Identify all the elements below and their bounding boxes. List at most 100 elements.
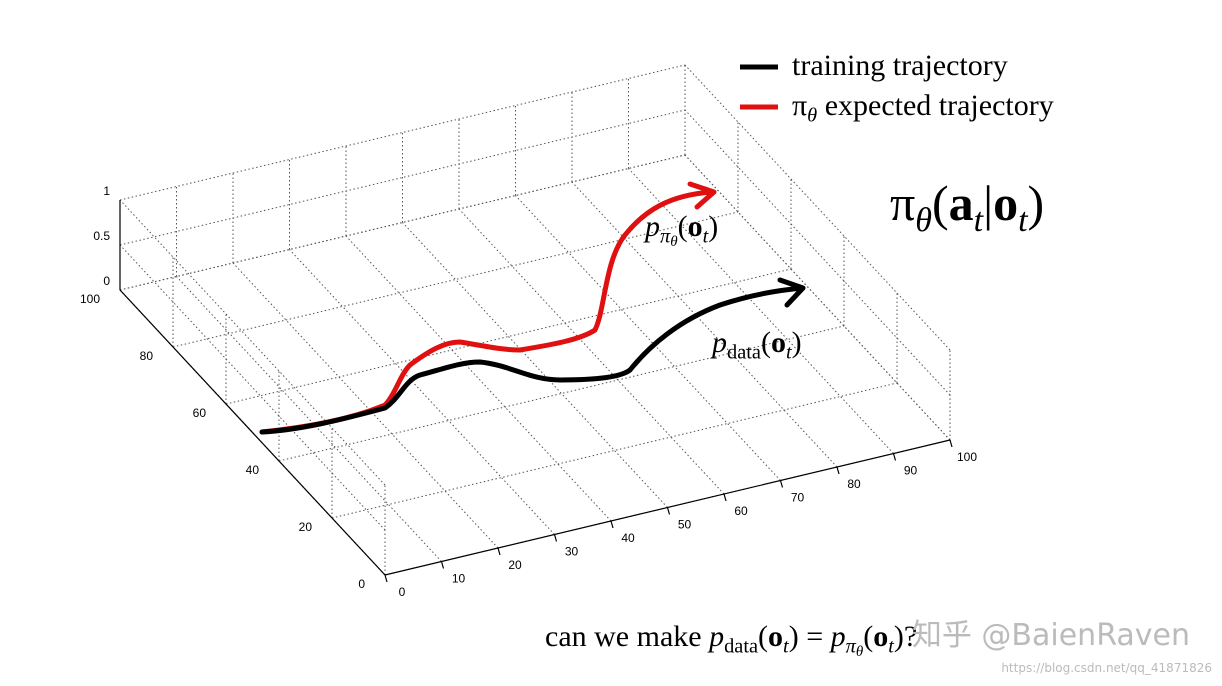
- text-part: ): [1028, 175, 1045, 231]
- text-part: θ: [856, 644, 864, 660]
- legend-label: training trajectory: [792, 49, 1008, 82]
- annotation: pdata(ot): [710, 326, 802, 364]
- text-part: t: [974, 202, 985, 239]
- x-tick-label: 0: [399, 585, 406, 599]
- annotation: pπθ(ot): [643, 210, 718, 250]
- grid-line: [232, 262, 499, 549]
- text-part: (: [678, 210, 688, 243]
- text-part: p: [643, 210, 660, 243]
- legend-label: πθ expected trajectory: [792, 89, 1054, 127]
- x-axis: [384, 439, 951, 576]
- grid-line: [458, 208, 725, 495]
- text-part: t: [888, 636, 895, 658]
- text-part: t: [786, 342, 793, 364]
- grid-line: [331, 382, 898, 519]
- text-part: )?: [894, 620, 917, 653]
- url: https://blog.csdn.net/qq_41871826: [1001, 661, 1212, 675]
- text-part: (: [758, 620, 768, 653]
- grid-line: [119, 244, 386, 531]
- x-tick-label: 30: [565, 545, 579, 559]
- text-part: t: [703, 226, 710, 248]
- y-tick-label: 80: [140, 349, 154, 363]
- text-part: (: [863, 620, 873, 653]
- text-part: data: [727, 342, 761, 364]
- y-tick-label: 0: [358, 577, 365, 591]
- x-tick-label: 40: [621, 531, 635, 545]
- grid-line: [684, 154, 951, 441]
- tick-mark: [723, 493, 727, 502]
- text-part: π: [890, 175, 915, 231]
- z-tick-label: 0.5: [93, 229, 110, 243]
- grid-line: [119, 109, 686, 246]
- grid-line: [172, 211, 739, 348]
- x-tick-label: 80: [847, 477, 861, 491]
- text-part: ): [792, 326, 802, 359]
- text-part: o: [771, 326, 786, 359]
- y-axis: [119, 289, 386, 576]
- trajectories: [259, 181, 806, 435]
- grid-line: [684, 64, 951, 351]
- text-part: ): [789, 620, 799, 653]
- text-part: t: [1018, 202, 1029, 239]
- watermark: 知乎 @BaienRaven: [912, 618, 1190, 653]
- legend: training trajectory πθ expected trajecto…: [740, 49, 1054, 127]
- y-tick-label: 60: [193, 406, 207, 420]
- text-part: θ: [807, 105, 817, 127]
- grid-line: [225, 268, 792, 405]
- x-tick-label: 60: [734, 504, 748, 518]
- text-part: π: [846, 636, 857, 658]
- text-part: t: [783, 636, 790, 658]
- x-tick-label: 90: [904, 464, 918, 478]
- text-part: |: [983, 175, 993, 231]
- grid-line: [515, 195, 781, 481]
- x-tick-label: 100: [957, 450, 977, 464]
- grid-line: [176, 276, 442, 562]
- text-part: data: [724, 636, 758, 658]
- x-tick-label: 70: [791, 491, 805, 505]
- grid-line: [119, 154, 686, 291]
- text-part: p: [707, 620, 724, 653]
- text-part: π: [660, 226, 671, 248]
- grid-line: [571, 181, 838, 468]
- grid-line: [119, 64, 686, 201]
- text-part: a: [949, 175, 974, 231]
- text-part: θ: [670, 234, 678, 250]
- text-part: π: [792, 89, 807, 122]
- x-tick-label: 10: [452, 572, 466, 586]
- text-part: ): [708, 210, 718, 243]
- grid-line: [119, 199, 386, 486]
- text-part: o: [993, 175, 1018, 231]
- text-part: (: [932, 175, 949, 231]
- tick-mark: [553, 534, 558, 542]
- training-trajectory: [259, 277, 806, 435]
- tick-mark: [892, 453, 897, 461]
- grid-line: [402, 222, 668, 508]
- grid-line: [278, 325, 845, 462]
- text-part: expected trajectory: [817, 89, 1054, 122]
- tick-mark: [610, 520, 614, 529]
- grid-line: [289, 249, 555, 535]
- tick-mark: [836, 466, 840, 475]
- tick-mark: [384, 574, 388, 583]
- z-tick-label: 1: [103, 184, 110, 198]
- text-part: p: [710, 326, 727, 359]
- formula: πθ(at|ot): [890, 175, 1044, 239]
- x-tick-label: 20: [508, 558, 522, 572]
- text-part: o: [873, 620, 888, 653]
- x-tick-label: 50: [678, 518, 692, 532]
- text-part: o: [768, 620, 783, 653]
- grid-line: [628, 168, 894, 454]
- text-part: (: [761, 326, 771, 359]
- tick-mark: [497, 547, 501, 556]
- tick-mark: [949, 439, 953, 448]
- z-tick-label: 0: [103, 274, 110, 288]
- y-tick-label: 20: [299, 520, 313, 534]
- text-part: θ: [915, 202, 932, 239]
- text-part: p: [829, 620, 846, 653]
- tick-mark: [779, 480, 784, 488]
- y-tick-label: 100: [80, 292, 100, 306]
- tick-mark: [666, 507, 671, 515]
- text-part: o: [688, 210, 703, 243]
